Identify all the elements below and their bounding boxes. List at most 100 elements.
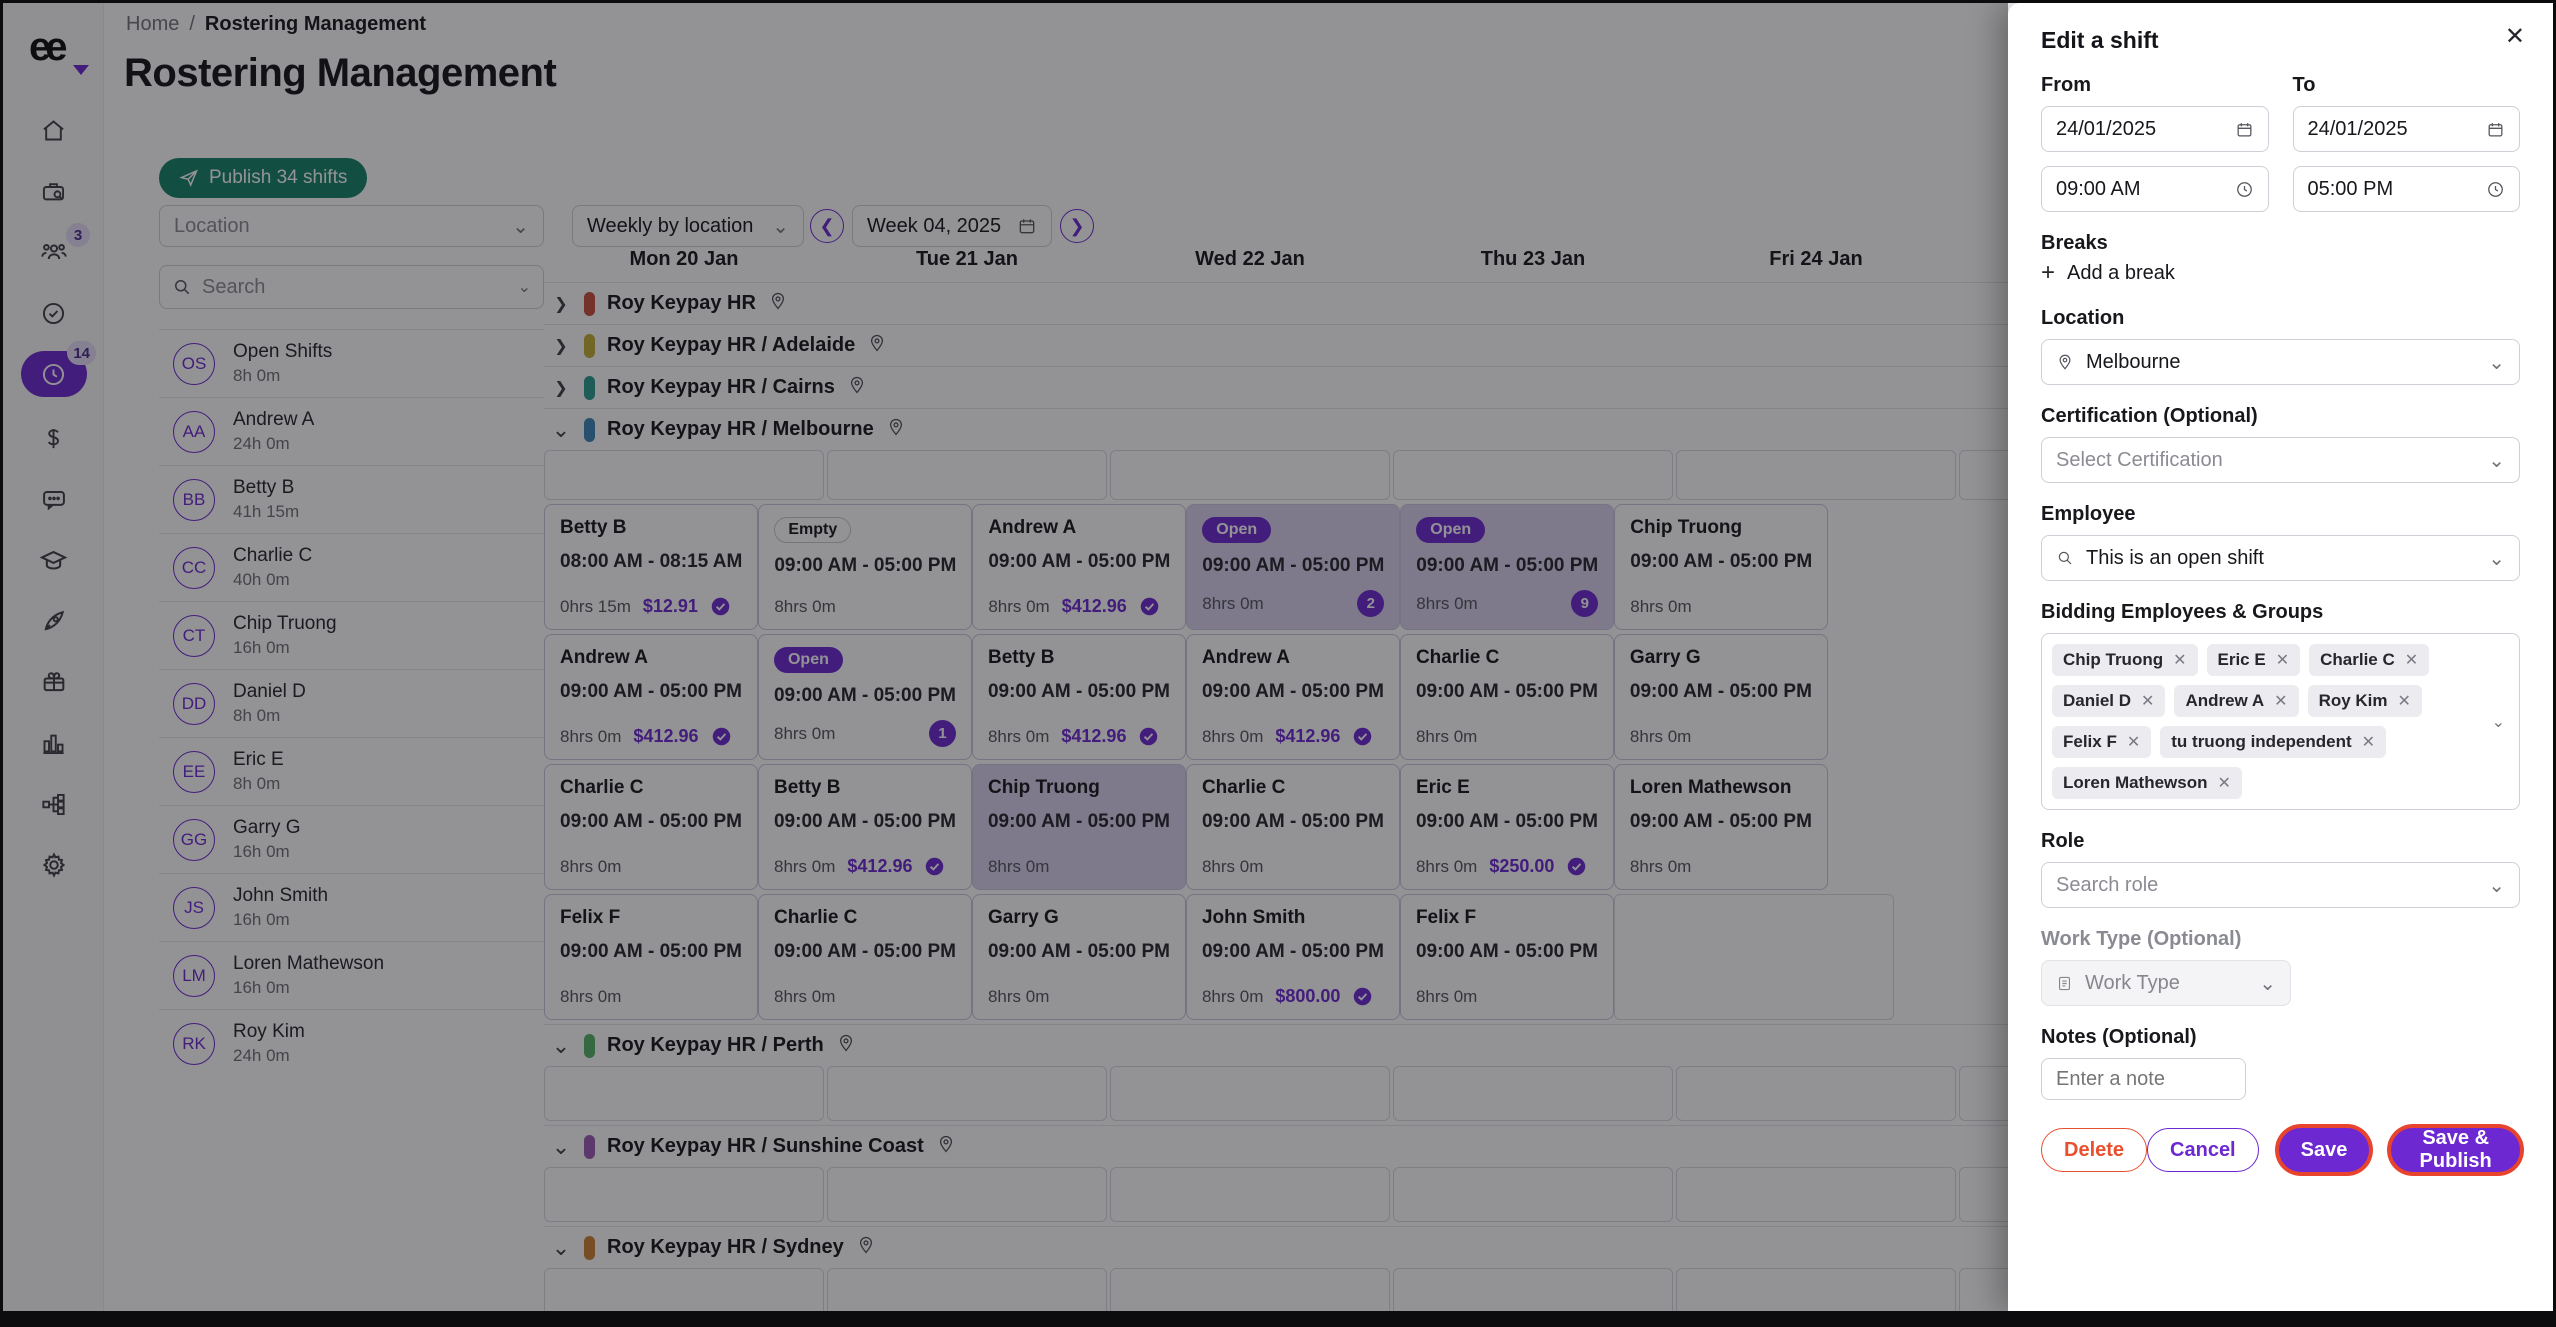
to-date-input[interactable]	[2292, 106, 2520, 152]
start-time-input[interactable]	[2041, 166, 2269, 212]
shift-card[interactable]: Open 09:00 AM - 05:00 PM 8hrs 0m 1	[757, 634, 972, 760]
notes-field[interactable]	[2041, 1058, 2246, 1100]
location-select[interactable]: Melbourne ⌄	[2041, 339, 2520, 385]
end-time-input[interactable]	[2292, 166, 2520, 212]
nav-benefits[interactable]	[3, 657, 104, 707]
shift-card[interactable]: Betty B 08:00 AM - 08:15 AM 0hrs 15m $12.91	[544, 504, 759, 630]
bidding-chip[interactable]: Charlie C ✕	[2309, 644, 2430, 676]
chip-remove-icon[interactable]: ✕	[2141, 693, 2155, 710]
group-expand-icon[interactable]: ⌄	[551, 1234, 571, 1260]
empty-slot[interactable]	[544, 1167, 824, 1222]
group-expand-icon[interactable]: ❯	[554, 337, 568, 355]
group-header[interactable]: ❯ Roy Keypay HR / Cairns	[544, 366, 2553, 408]
nav-payroll[interactable]	[3, 413, 104, 463]
empty-slot[interactable]	[1393, 450, 1673, 500]
shift-card[interactable]: Andrew A 09:00 AM - 05:00 PM 8hrs 0m $412.9…	[544, 634, 758, 760]
to-date-value[interactable]	[2307, 117, 2474, 141]
cancel-button[interactable]: Cancel	[2147, 1128, 2259, 1172]
chip-remove-icon[interactable]: ✕	[2274, 693, 2288, 710]
breadcrumb-home[interactable]: Home	[126, 13, 180, 35]
shift-card[interactable]: Felix F 09:00 AM - 05:00 PM 8hrs 0m	[544, 894, 758, 1020]
from-date-value[interactable]	[2056, 117, 2223, 141]
group-header[interactable]: ⌄ Roy Keypay HR / Sunshine Coast	[544, 1125, 2553, 1167]
group-header[interactable]: ⌄ Roy Keypay HR / Sydney	[544, 1226, 2553, 1268]
shift-card[interactable]: Charlie C 09:00 AM - 05:00 PM 8hrs 0m	[757, 894, 972, 1020]
employee-list-item[interactable]: OS Open Shifts 8h 0m	[159, 329, 544, 397]
shift-card[interactable]: Charlie C 09:00 AM - 05:00 PM 8hrs 0m	[1399, 634, 1614, 760]
empty-slot[interactable]	[544, 1268, 824, 1311]
worktype-select[interactable]: Work Type ⌄	[2041, 960, 2291, 1006]
group-expand-icon[interactable]: ⌄	[551, 416, 571, 442]
empty-slot[interactable]	[1110, 1268, 1390, 1311]
shift-card[interactable]: Betty B 09:00 AM - 05:00 PM 8hrs 0m $412.96	[757, 764, 972, 890]
employee-search-input[interactable]	[202, 275, 508, 299]
empty-slot[interactable]	[1676, 1268, 1956, 1311]
nav-rostering-active[interactable]: 14	[3, 341, 104, 399]
shift-card[interactable]: Andrew A 09:00 AM - 05:00 PM 8hrs 0m $412.9…	[1185, 634, 1400, 760]
nav-learning[interactable]	[3, 535, 104, 585]
save-publish-button[interactable]: Save & Publish	[2391, 1127, 2520, 1172]
location-filter-select[interactable]: Location ⌄	[159, 205, 544, 247]
bidding-chip[interactable]: tu truong independent ✕	[2160, 726, 2387, 758]
employee-list-item[interactable]: JS John Smith 16h 0m	[159, 873, 544, 941]
group-expand-icon[interactable]: ❯	[554, 295, 568, 313]
bidding-chip[interactable]: Andrew A ✕	[2174, 685, 2299, 717]
empty-slot[interactable]	[827, 450, 1107, 500]
nav-jobs[interactable]	[3, 166, 104, 216]
nav-people[interactable]: 3	[3, 223, 104, 277]
save-button[interactable]: Save	[2278, 1128, 2370, 1172]
employee-list-item[interactable]: EE Eric E 8h 0m	[159, 737, 544, 805]
empty-slot[interactable]	[544, 1066, 824, 1121]
bidding-chip[interactable]: Chip Truong ✕	[2052, 644, 2198, 676]
previous-week-button[interactable]: ❮	[810, 209, 844, 243]
bidding-chip[interactable]: Eric E ✕	[2206, 644, 2301, 676]
group-expand-icon[interactable]: ⌄	[551, 1032, 571, 1058]
shift-card[interactable]: John Smith 09:00 AM - 05:00 PM 8hrs 0m $800…	[1185, 894, 1400, 1020]
clock-icon[interactable]	[2486, 180, 2505, 199]
group-header[interactable]: ⌄ Roy Keypay HR / Perth	[544, 1024, 2553, 1066]
end-time-value[interactable]	[2307, 177, 2474, 201]
employee-list-item[interactable]: DD Daniel D 8h 0m	[159, 669, 544, 737]
shift-card[interactable]: Open 09:00 AM - 05:00 PM 8hrs 0m 9	[1400, 504, 1615, 630]
notes-input[interactable]	[2056, 1067, 2231, 1091]
employee-list-item[interactable]: CC Charlie C 40h 0m	[159, 533, 544, 601]
close-icon[interactable]: ✕	[2504, 23, 2525, 50]
employee-list-item[interactable]: AA Andrew A 24h 0m	[159, 397, 544, 465]
bidding-multiselect[interactable]: Chip Truong ✕ Eric E ✕ Charlie C ✕ Daniel D ✕ An…	[2041, 633, 2520, 810]
calendar-icon[interactable]	[2486, 120, 2505, 139]
nav-settings[interactable]	[3, 840, 104, 890]
employee-list-item[interactable]: RK Roy Kim 24h 0m	[159, 1009, 544, 1077]
empty-slot[interactable]	[1110, 450, 1390, 500]
empty-slot[interactable]	[1393, 1268, 1673, 1311]
week-picker[interactable]: Week 04, 2025	[852, 205, 1052, 247]
nav-reports[interactable]	[3, 718, 104, 768]
group-expand-icon[interactable]: ⌄	[551, 1133, 571, 1159]
empty-slot[interactable]	[827, 1167, 1107, 1222]
shift-card[interactable]: Chip Truong 09:00 AM - 05:00 PM 8hrs 0m	[1614, 504, 1829, 630]
empty-slot[interactable]	[1393, 1066, 1673, 1121]
group-header[interactable]: ❯ Roy Keypay HR / Adelaide	[544, 324, 2553, 366]
chip-remove-icon[interactable]: ✕	[2404, 652, 2419, 669]
employee-list-item[interactable]: LM Loren Mathewson 16h 0m	[159, 941, 544, 1009]
shift-card[interactable]: Felix F 09:00 AM - 05:00 PM 8hrs 0m	[1399, 894, 1614, 1020]
nav-org-chart[interactable]	[3, 779, 104, 829]
empty-slot[interactable]	[1393, 1167, 1673, 1222]
chip-remove-icon[interactable]: ✕	[2275, 652, 2290, 669]
chip-remove-icon[interactable]: ✕	[2217, 775, 2231, 792]
employee-select[interactable]: This is an open shift ⌄	[2041, 535, 2520, 581]
shift-card[interactable]: Garry G 09:00 AM - 05:00 PM 8hrs 0m	[971, 894, 1186, 1020]
shift-card[interactable]: Betty B 09:00 AM - 05:00 PM 8hrs 0m $412.96	[971, 634, 1186, 760]
shift-card[interactable]: Andrew A 09:00 AM - 05:00 PM 8hrs 0m $412.9…	[972, 504, 1187, 630]
certification-select[interactable]: Select Certification ⌄	[2041, 437, 2520, 483]
shift-card[interactable]: Open 09:00 AM - 05:00 PM 8hrs 0m 2	[1186, 504, 1401, 630]
employee-list-item[interactable]: CT Chip Truong 16h 0m	[159, 601, 544, 669]
shift-card[interactable]: Empty 09:00 AM - 05:00 PM 8hrs 0m	[758, 504, 973, 630]
empty-slot[interactable]	[827, 1268, 1107, 1311]
add-break-button[interactable]: + Add a break	[2041, 259, 2175, 286]
view-mode-select[interactable]: Weekly by location ⌄	[572, 205, 804, 247]
chip-remove-icon[interactable]: ✕	[2361, 734, 2376, 751]
employee-list-item[interactable]: BB Betty B 41h 15m	[159, 465, 544, 533]
shift-card[interactable]: Loren Mathewson 09:00 AM - 05:00 PM 8hrs 0…	[1613, 764, 1828, 890]
nav-home[interactable]	[3, 105, 104, 155]
group-header[interactable]: ⌄ Roy Keypay HR / Melbourne	[544, 408, 2553, 450]
